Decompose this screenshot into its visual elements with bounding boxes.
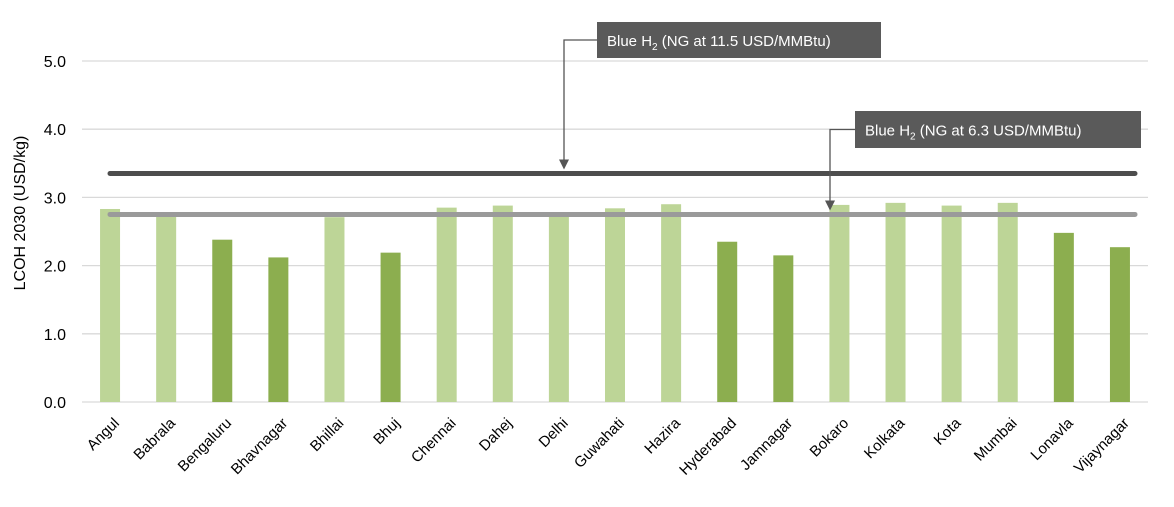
- y-tick-label: 3.0: [44, 190, 66, 207]
- reference-label-2: Blue H2 (NG at 6.3 USD/MMBtu): [865, 123, 1081, 143]
- bar-angul: [100, 208, 121, 402]
- bar-babrala: [156, 212, 177, 402]
- bar-bhuj: [380, 252, 401, 402]
- reference-callout-1: [597, 22, 881, 58]
- x-tick-label: Hazira: [641, 414, 684, 457]
- bar-kolkata: [885, 202, 906, 402]
- x-tick-label: Kota: [931, 414, 965, 448]
- bar-bengaluru: [212, 239, 233, 402]
- y-tick-labels: 0.0 1.0 2.0 3.0 4.0 5.0: [44, 54, 66, 412]
- arrowhead-icon: [559, 159, 569, 170]
- x-tick-label: Mumbai: [971, 415, 1021, 465]
- y-tick-label: 4.0: [44, 122, 66, 139]
- bar-lonavla: [1053, 232, 1074, 402]
- bar-hazira: [661, 204, 682, 402]
- bars: [100, 202, 1130, 402]
- bar-dahej: [492, 205, 513, 402]
- x-tick-label: Bhavnagar: [228, 415, 291, 478]
- y-tick-label: 5.0: [44, 54, 66, 71]
- y-tick-label: 0.0: [44, 395, 66, 412]
- x-tick-label: Bhillai: [307, 415, 347, 455]
- x-tick-label: Babrala: [130, 414, 179, 463]
- bar-hyderabad: [717, 241, 738, 402]
- y-tick-label: 2.0: [44, 259, 66, 276]
- x-tick-label: Angul: [84, 415, 123, 454]
- reference-label-1: Blue H2 (NG at 11.5 USD/MMBtu): [607, 33, 831, 53]
- bar-bokaro: [829, 204, 850, 402]
- bar-bhavnagar: [268, 257, 289, 402]
- label-rest: (NG at 6.3 USD/MMBtu): [916, 123, 1082, 140]
- callout-connector-2: [829, 128, 855, 203]
- x-tick-label: Kolkata: [861, 414, 909, 462]
- y-axis-label: LCOH 2030 (USD/kg): [12, 136, 29, 291]
- x-tick-label: Hyderabad: [676, 415, 740, 479]
- x-tick-label: Vijaynagar: [1071, 415, 1133, 477]
- arrowhead-icon: [825, 200, 835, 211]
- x-tick-label: Dahej: [476, 415, 516, 455]
- label-subscript: 2: [652, 42, 658, 53]
- reference-callout-2: [855, 111, 1141, 148]
- x-tick-label: Chennai: [408, 415, 460, 467]
- bar-chennai: [436, 207, 457, 402]
- x-tick-label: Bengaluru: [175, 415, 235, 475]
- bar-jamnagar: [773, 255, 794, 402]
- x-tick-label: Delhi: [536, 415, 572, 451]
- bar-delhi: [548, 212, 569, 402]
- y-tick-label: 1.0: [44, 327, 66, 344]
- label-main: Blue H: [865, 123, 910, 140]
- x-tick-label: Bokaro: [807, 415, 853, 461]
- bar-kota: [941, 205, 962, 402]
- x-tick-label: Jamnagar: [737, 415, 796, 474]
- label-main: Blue H: [607, 33, 652, 50]
- bar-bhillai: [324, 217, 345, 402]
- x-tick-label: Bhuj: [370, 415, 403, 448]
- bar-vijaynagar: [1109, 247, 1130, 402]
- callout-connector-1: [563, 39, 597, 162]
- reference-lines: Blue H2 (NG at 11.5 USD/MMBtu)Blue H2 (N…: [107, 22, 1141, 217]
- label-rest: (NG at 11.5 USD/MMBtu): [658, 33, 831, 50]
- x-tick-label: Lonavla: [1027, 414, 1077, 464]
- bar-mumbai: [997, 202, 1018, 402]
- label-subscript: 2: [910, 132, 916, 143]
- x-tick-label: Guwahati: [571, 415, 628, 472]
- bar-guwahati: [605, 208, 625, 402]
